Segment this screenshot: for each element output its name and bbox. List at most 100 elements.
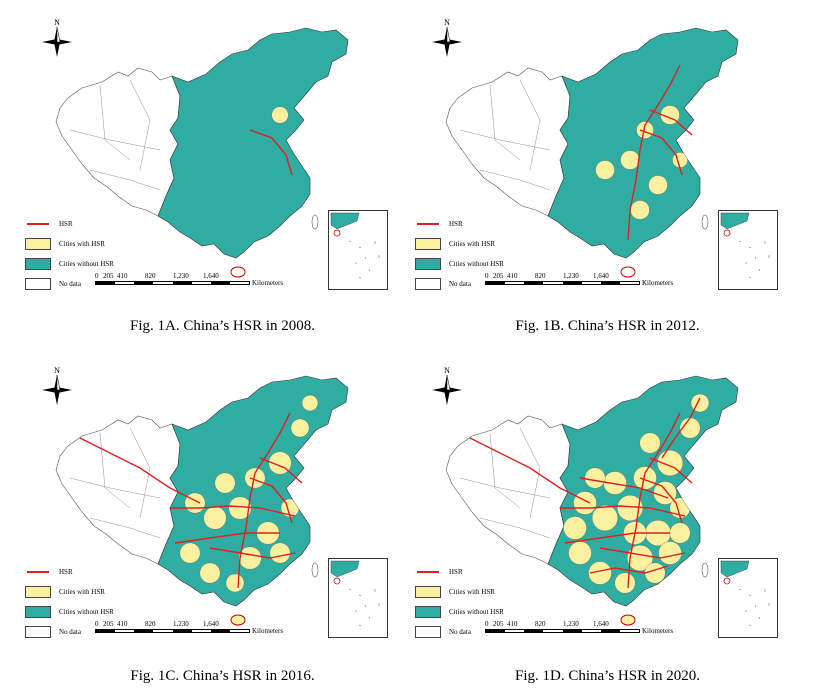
scale-tick-label: 1,230 xyxy=(563,620,579,628)
map-legend: HSR Cities with HSR Cities without HSR No d… xyxy=(415,566,565,646)
map-legend: HSR Cities with HSR Cities without HSR No d… xyxy=(25,566,175,646)
legend-label: Cities with HSR xyxy=(59,588,105,596)
scale-unit: Kilometers xyxy=(642,627,674,635)
legend-swatch xyxy=(25,626,51,638)
legend-with-hsr: Cities with HSR xyxy=(415,238,495,250)
scale-tick-label: 1,230 xyxy=(563,272,579,280)
hsr-line xyxy=(174,532,280,544)
legend-label: HSR xyxy=(59,220,73,228)
scale-tick-label: 1,640 xyxy=(593,272,609,280)
scale-unit: Kilometers xyxy=(642,279,674,287)
map-panel-b: N HSR Cities with HSR Cities without HSR No … xyxy=(400,10,795,350)
hsr-line xyxy=(649,109,693,136)
region-without-hsr xyxy=(157,375,349,607)
china-map xyxy=(55,27,349,278)
scale-tick-label: 1,640 xyxy=(203,272,219,280)
north-arrow-icon: N xyxy=(432,366,462,410)
hsr-line xyxy=(649,457,693,484)
hsr-line xyxy=(589,565,669,574)
legend-swatch xyxy=(415,626,441,638)
city-with-hsr xyxy=(568,541,592,565)
legend-label: HSR xyxy=(449,220,463,228)
legend-swatch xyxy=(415,238,441,250)
hsr-line xyxy=(79,437,201,504)
scale-tick-label: 0 xyxy=(95,272,99,280)
legend-label: Cities with HSR xyxy=(59,240,105,248)
map-panel-d: N HSR Cities with HSR Cities without HSR No … xyxy=(400,358,795,698)
legend-swatch xyxy=(25,218,51,230)
region-without-hsr xyxy=(157,27,349,259)
legend-swatch xyxy=(415,218,441,230)
map-panel-a: N HSR Cities with HSR Cities without HSR No … xyxy=(10,10,405,350)
city-with-hsr xyxy=(630,200,650,220)
legend-no-data: No data xyxy=(415,626,471,638)
china-map xyxy=(445,375,739,626)
caption-c: Fig. 1C. China’s HSR in 2016. xyxy=(130,668,315,684)
south-china-sea-inset xyxy=(718,558,778,638)
legend-swatch xyxy=(415,566,441,578)
legend-swatch xyxy=(415,586,441,598)
hsr-line xyxy=(639,129,683,176)
legend-with-hsr: Cities with HSR xyxy=(415,586,495,598)
legend-label: Cities without HSR xyxy=(59,260,114,268)
legend-with-hsr: Cities with HSR xyxy=(25,586,105,598)
south-china-sea-inset xyxy=(328,210,388,290)
hainan-island xyxy=(620,614,636,626)
city-with-hsr xyxy=(290,418,310,438)
south-china-sea-inset xyxy=(718,210,778,290)
legend-no-data: No data xyxy=(25,278,81,290)
legend-no-data: No data xyxy=(415,278,471,290)
hsr-line xyxy=(639,477,683,524)
legend-swatch xyxy=(415,278,441,290)
hainan-island xyxy=(230,266,246,278)
china-map xyxy=(55,375,349,626)
scale-tick-label: 205 xyxy=(103,620,114,628)
scale-tick-label: 205 xyxy=(493,272,504,280)
region-without-hsr xyxy=(547,27,739,259)
legend-label: HSR xyxy=(59,568,73,576)
scale-bar: 0 205 410 820 1,230 1,640 Kilometers xyxy=(95,620,285,635)
city-with-hsr xyxy=(301,394,319,412)
north-arrow-icon: N xyxy=(42,18,72,62)
north-label: N xyxy=(444,18,450,27)
city-with-hsr xyxy=(627,545,653,571)
city-with-hsr xyxy=(573,491,597,515)
city-with-hsr xyxy=(184,492,206,514)
city-with-hsr xyxy=(588,561,612,585)
city-with-hsr xyxy=(653,481,677,505)
scale-tick-label: 410 xyxy=(507,620,518,628)
scale-tick-label: 1,640 xyxy=(593,620,609,628)
legend-label: Cities without HSR xyxy=(59,608,114,616)
city-with-hsr xyxy=(614,572,636,594)
map-panel-c: N HSR Cities with HSR Cities without HSR No … xyxy=(10,358,405,698)
city-with-hsr xyxy=(238,546,262,570)
city-with-hsr xyxy=(269,542,291,564)
city-with-hsr xyxy=(648,175,668,195)
caption-d: Fig. 1D. China’s HSR in 2020. xyxy=(514,668,701,684)
legend-without-hsr: Cities without HSR xyxy=(25,258,114,270)
city-with-hsr xyxy=(595,160,615,180)
scale-tick-label: 0 xyxy=(485,272,489,280)
scale-tick-label: 1,640 xyxy=(203,620,219,628)
legend-swatch xyxy=(415,606,441,618)
hsr-line xyxy=(469,437,591,504)
city-with-hsr xyxy=(203,506,227,530)
legend-no-data: No data xyxy=(25,626,81,638)
city-with-hsr xyxy=(644,562,666,584)
legend-label: No data xyxy=(449,628,471,636)
legend-swatch xyxy=(25,586,51,598)
scale-tick-label: 410 xyxy=(117,272,128,280)
city-with-hsr xyxy=(271,106,289,124)
scale-tick-label: 410 xyxy=(507,272,518,280)
north-label: N xyxy=(54,18,60,27)
cities-with-hsr xyxy=(271,106,289,124)
caption-b: Fig. 1B. China’s HSR in 2012. xyxy=(515,318,700,334)
city-with-hsr xyxy=(672,152,688,168)
cities-with-hsr xyxy=(595,105,688,220)
city-with-hsr xyxy=(636,121,654,139)
hsr-line xyxy=(249,129,293,176)
city-with-hsr xyxy=(584,467,606,489)
legend-label: Cities with HSR xyxy=(449,240,495,248)
city-with-hsr xyxy=(179,542,201,564)
hsr-line xyxy=(249,477,293,524)
